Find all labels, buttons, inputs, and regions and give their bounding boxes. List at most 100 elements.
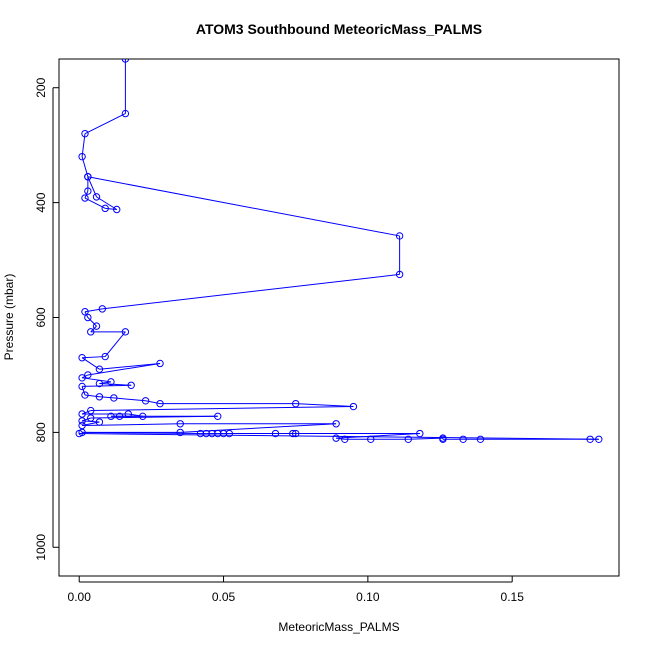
data-point	[214, 412, 222, 421]
data-point	[225, 429, 234, 438]
data-point	[439, 435, 447, 443]
series-line-segment	[87, 362, 161, 376]
y-axis-label: Pressure (mbar)	[2, 274, 16, 361]
data-point	[121, 59, 130, 63]
data-point	[341, 435, 349, 443]
series-line-segment	[336, 433, 420, 439]
data-point	[416, 429, 424, 438]
y-tick-label: 400	[34, 192, 48, 212]
series-line-segment	[104, 331, 126, 357]
data-point	[332, 420, 340, 428]
data-point	[121, 109, 130, 118]
data-point	[289, 429, 297, 438]
series-line-segment	[84, 197, 106, 209]
series-line-segment	[84, 190, 89, 199]
series-line-segment	[82, 431, 201, 435]
series-line-segment	[90, 406, 354, 412]
data-point	[95, 418, 104, 426]
series-line-segment	[90, 325, 97, 333]
data-point	[84, 313, 92, 322]
series-line-segment	[90, 415, 218, 419]
data-point	[292, 429, 300, 438]
data-point	[176, 428, 184, 437]
data-point	[196, 429, 205, 438]
data-point	[81, 391, 89, 399]
series-line-segment	[99, 362, 161, 370]
data-point	[292, 399, 300, 408]
series-line-segment	[81, 386, 86, 396]
data-point	[367, 435, 375, 443]
data-point	[95, 365, 104, 373]
data-point	[78, 382, 86, 391]
data-point	[95, 379, 104, 388]
data-point	[101, 204, 109, 213]
data-point	[271, 429, 280, 438]
x-tick-label: 0.05	[212, 590, 236, 604]
data-point	[81, 129, 89, 138]
data-point	[95, 393, 104, 401]
data-point	[156, 359, 164, 368]
series-line-segment	[295, 403, 354, 408]
data-point	[101, 352, 109, 361]
data-point	[332, 434, 340, 442]
series-line-segment	[102, 273, 400, 310]
data-point	[84, 187, 92, 195]
data-point	[476, 435, 485, 443]
data-point	[110, 394, 118, 402]
data-point	[75, 429, 83, 438]
data-point	[214, 429, 222, 438]
series-line-segment	[180, 423, 337, 433]
data-series	[75, 59, 603, 443]
data-point	[98, 305, 106, 313]
data-point	[202, 429, 210, 438]
series-line-segment	[84, 113, 126, 135]
series-line-segment	[113, 397, 146, 402]
data-point	[127, 381, 135, 389]
series-line-segment	[87, 176, 400, 237]
data-point	[78, 354, 86, 362]
data-point	[141, 397, 150, 405]
series-line-segment	[81, 133, 86, 157]
series-line-segment	[82, 377, 112, 383]
data-point	[87, 328, 95, 336]
y-tick-label: 200	[34, 77, 48, 97]
data-point	[349, 402, 358, 411]
data-point	[113, 205, 121, 214]
data-point	[395, 270, 404, 279]
data-point	[84, 371, 92, 379]
chart-title: ATOM3 Southbound MeteoricMass_PALMS	[196, 21, 482, 37]
data-point	[459, 435, 467, 443]
data-point	[78, 152, 86, 161]
x-tick-label: 0.10	[356, 590, 380, 604]
data-point	[395, 232, 404, 240]
data-point	[404, 435, 412, 443]
x-axis-label: MeteoricMass_PALMS	[278, 620, 399, 634]
data-point	[121, 328, 130, 336]
x-tick-label: 0.15	[501, 590, 525, 604]
data-point	[156, 399, 164, 408]
data-point	[107, 412, 115, 421]
data-point	[208, 429, 216, 438]
data-point	[87, 414, 95, 422]
series-line-segment	[105, 207, 117, 211]
data-point	[78, 417, 86, 425]
data-point	[124, 410, 132, 418]
series-line-segment	[336, 437, 345, 440]
data-point	[139, 412, 147, 421]
series-line-segment	[84, 394, 100, 398]
data-point	[115, 412, 124, 421]
data-point	[176, 420, 184, 428]
x-axis: 0.00 0.05 0.10 0.15	[68, 576, 525, 604]
data-point	[81, 194, 89, 202]
data-point	[595, 435, 603, 443]
series-line-segment	[82, 356, 106, 359]
data-point	[586, 435, 594, 443]
data-point	[84, 173, 92, 181]
series-line-segment	[82, 384, 132, 387]
y-tick-label: 600	[34, 307, 48, 327]
data-point	[92, 193, 101, 201]
data-point	[78, 374, 86, 382]
series-line-segment	[145, 400, 161, 405]
y-axis: 200 400 600 800 1000	[34, 77, 59, 561]
